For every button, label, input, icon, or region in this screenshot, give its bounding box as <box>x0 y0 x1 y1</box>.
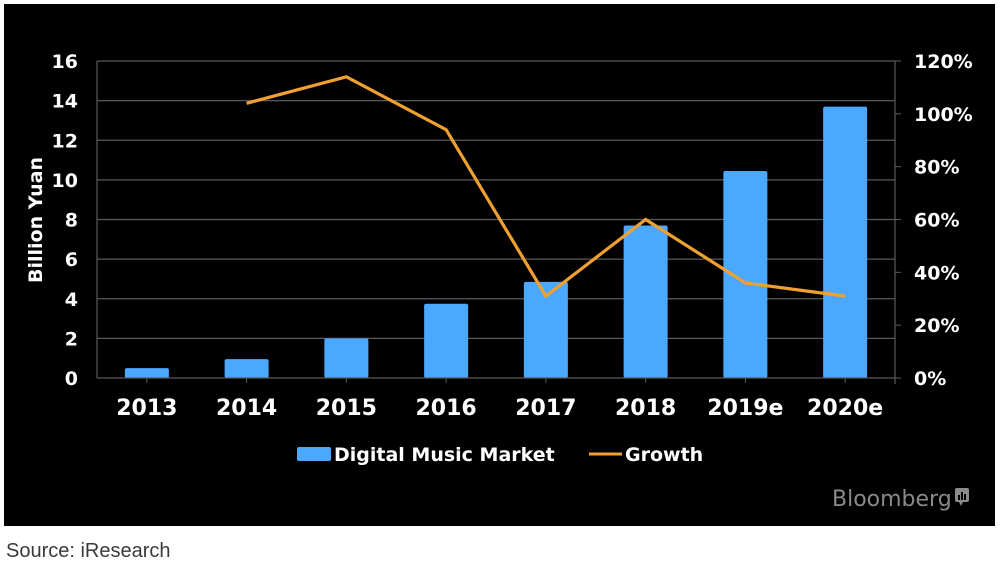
y2-tick-label: 60% <box>914 210 959 232</box>
y2-tick-label: 100% <box>914 104 973 126</box>
bloomberg-chart-icon <box>955 488 969 506</box>
y2-tick-label: 120% <box>914 51 973 73</box>
y2-tick-label: 20% <box>914 315 959 337</box>
x-tick-label: 2019e <box>707 396 783 421</box>
source-caption: Source: iResearch <box>6 540 171 562</box>
bar-2020e <box>823 106 868 378</box>
growth-line-series <box>246 75 846 299</box>
legend: Digital Music Market Growth <box>297 444 703 466</box>
bar-2014 <box>224 359 269 378</box>
y-tick-label: 8 <box>65 210 78 232</box>
bar-2015 <box>324 338 369 378</box>
legend-label-digital-music-market: Digital Music Market <box>334 444 555 466</box>
x-tick-label: 2020e <box>807 396 883 421</box>
bloomberg-logo-text: Bloomberg <box>832 487 952 512</box>
bloomberg-watermark: Bloomberg <box>832 487 969 512</box>
y-tick-label: 0 <box>65 368 78 390</box>
y2-tick-label: 0% <box>914 368 946 390</box>
legend-swatch-digital-music-market <box>297 447 331 461</box>
bar-2017 <box>523 281 568 378</box>
y-tick-label: 16 <box>52 51 78 73</box>
x-tick-label: 2017 <box>515 396 576 421</box>
y2-tick-label: 80% <box>914 157 959 179</box>
bar-2016 <box>424 303 469 378</box>
y-tick-label: 4 <box>65 289 78 311</box>
y-tick-label: 6 <box>65 249 78 271</box>
y-tick-label: 12 <box>52 130 78 152</box>
x-tick-label: 2018 <box>615 396 676 421</box>
y-tick-label: 10 <box>52 170 78 192</box>
x-tick-label: 2016 <box>416 396 477 421</box>
x-tick-label: 2015 <box>316 396 377 421</box>
bar-2018 <box>623 225 668 378</box>
y-axis-label: Billion Yuan <box>25 157 47 283</box>
y-axis-ticks: 0 2 4 6 8 10 12 14 16 <box>52 51 78 390</box>
x-tick-label: 2013 <box>116 396 177 421</box>
legend-label-growth: Growth <box>625 444 703 466</box>
bar-series <box>124 106 868 378</box>
x-tick-label: 2014 <box>216 396 277 421</box>
axes <box>96 60 901 384</box>
bar-2019e <box>723 170 768 378</box>
y2-tick-label: 40% <box>914 262 959 284</box>
y-tick-label: 2 <box>65 328 78 350</box>
gridlines <box>97 60 895 339</box>
y-tick-label: 14 <box>52 91 78 113</box>
bar-2013 <box>124 368 169 378</box>
x-axis-ticks: 2013 2014 2015 2016 2017 2018 2019e 2020e <box>116 396 883 421</box>
y2-axis-ticks: 0% 20% 40% 60% 80% 100% 120% <box>914 51 973 390</box>
